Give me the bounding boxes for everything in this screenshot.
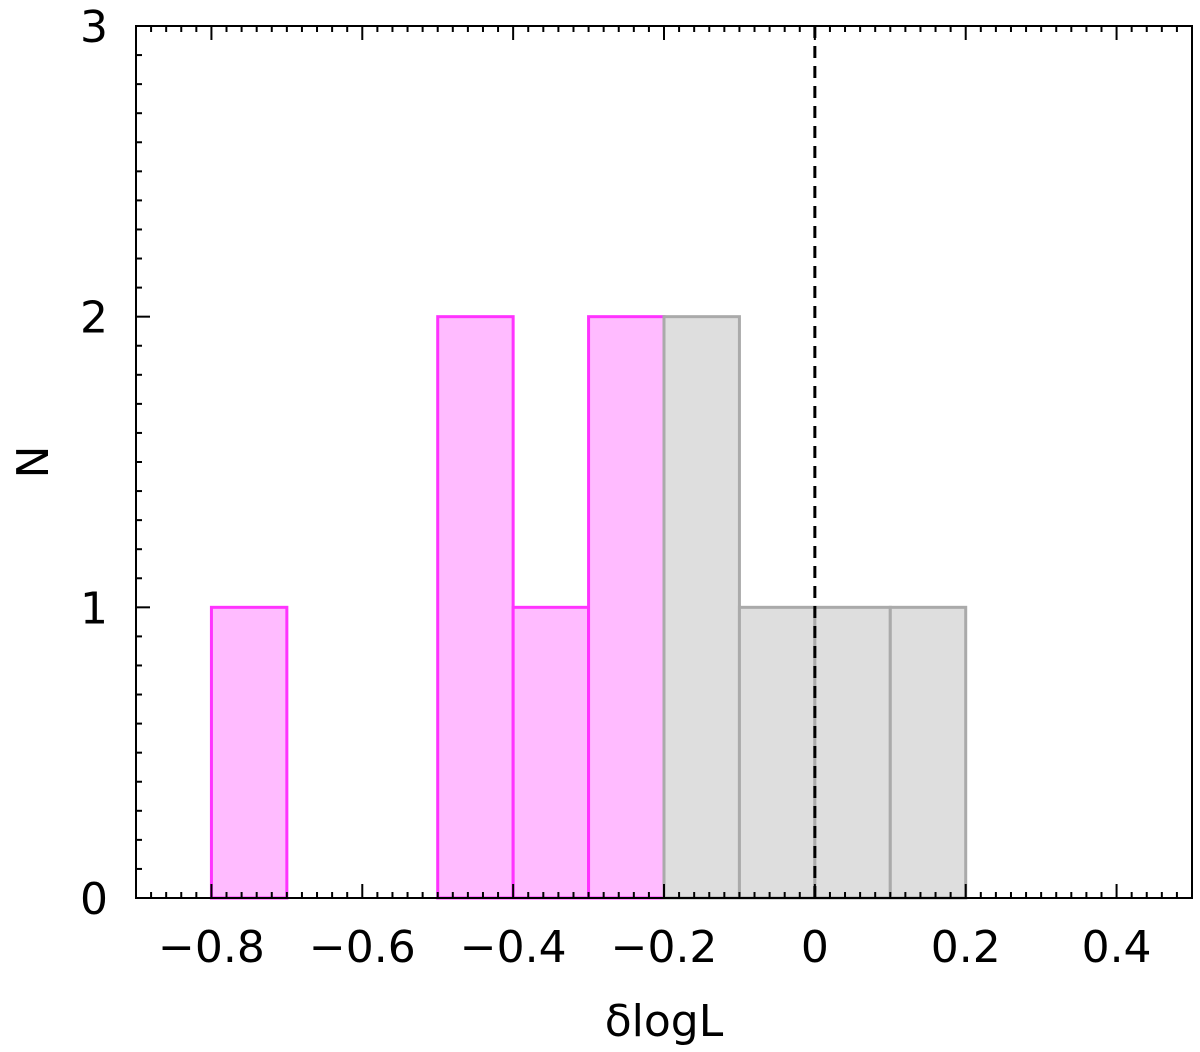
x-tick-label: 0 [801, 922, 829, 973]
histogram-bar-1-1 [737, 605, 817, 900]
y-tick-label: 1 [80, 583, 108, 634]
y-tick-label: 0 [80, 874, 108, 925]
x-tick-label: 0.4 [1082, 922, 1152, 973]
tick-labels: −0.8 −0.6 −0.4 −0.2 0 0.2 0.4 0 1 2 3 [80, 2, 1152, 973]
x-tick-label: −0.2 [611, 922, 718, 973]
y-axis-label: N [8, 446, 59, 479]
histogram-bar-1-0 [662, 315, 741, 900]
histogram-bar-0-1 [436, 315, 515, 900]
histogram-bars [209, 315, 968, 900]
histogram-bar-0-2 [511, 605, 591, 900]
x-axis-label: δlogL [605, 996, 724, 1047]
y-tick-label: 3 [80, 2, 108, 53]
histogram-bar-0-3 [587, 315, 666, 900]
x-tick-label: 0.2 [931, 922, 1001, 973]
x-tick-label: −0.4 [460, 922, 567, 973]
y-tick-label: 2 [80, 293, 108, 344]
x-tick-label: −0.6 [309, 922, 416, 973]
plot-frame [135, 25, 1193, 899]
histogram-bar-0-0 [209, 605, 289, 900]
histogram-bar-1-3 [888, 605, 968, 900]
histogram-bar-1-2 [813, 605, 892, 900]
x-tick-label: −0.8 [158, 922, 265, 973]
